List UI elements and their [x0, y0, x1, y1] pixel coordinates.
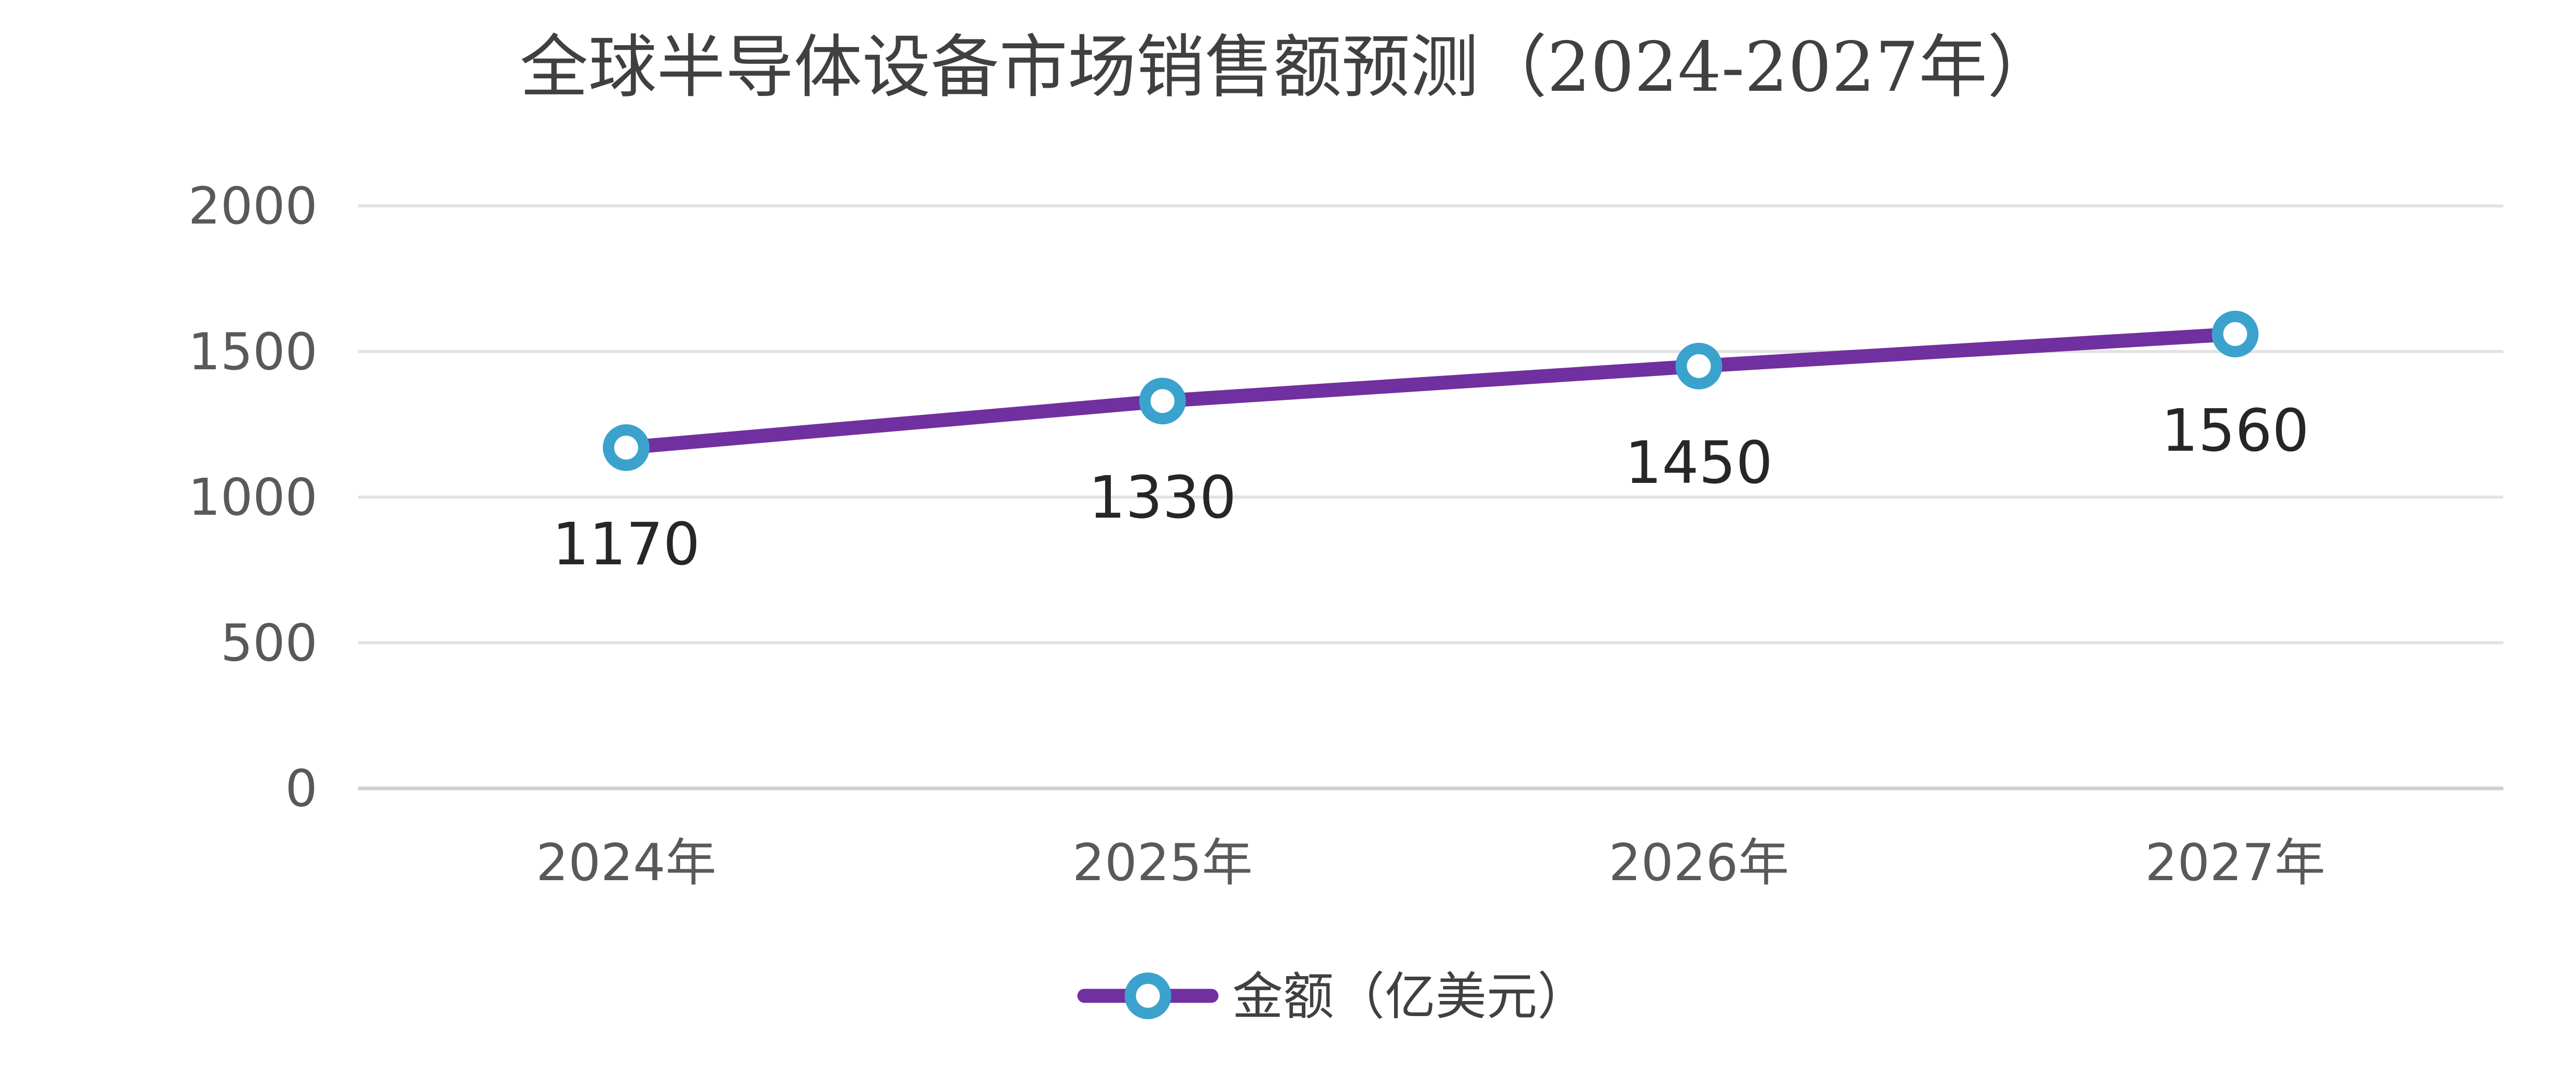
data-label: 1330: [1089, 464, 1236, 532]
data-point-marker: [2212, 311, 2259, 358]
series-line: [619, 327, 2242, 455]
chart-title: 全球半导体设备市场销售额预测（2024-2027年）: [520, 27, 2056, 107]
legend-marker-swatch: [1124, 972, 1172, 1019]
data-label: 1560: [2161, 397, 2309, 465]
data-label: 1450: [1625, 429, 1773, 497]
y-tick-label: 0: [285, 759, 318, 818]
gridlines: [358, 204, 2503, 790]
legend-label: 金额（亿美元）: [1232, 967, 1588, 1026]
data-point-marker: [602, 424, 650, 471]
x-tick-label: 2025年: [1072, 833, 1252, 893]
data-labels: 1170 1330 1450 1560: [552, 397, 2309, 578]
data-point-marker: [1675, 342, 1723, 390]
y-tick-label: 500: [221, 614, 318, 673]
data-point-marker: [1139, 378, 1186, 425]
series-layer: [602, 311, 2259, 471]
data-label: 1170: [552, 511, 700, 578]
y-tick-label: 1500: [188, 323, 318, 382]
x-tick-label: 2024年: [536, 833, 716, 893]
y-tick-label: 1000: [188, 468, 318, 527]
legend: 金额（亿美元）: [1077, 967, 1588, 1026]
y-axis-ticks: 0 500 1000 1500 2000: [188, 177, 318, 818]
x-tick-label: 2027年: [2145, 833, 2325, 893]
y-tick-label: 2000: [188, 177, 318, 236]
x-axis-ticks: 2024年 2025年 2026年 2027年: [536, 833, 2325, 893]
x-tick-label: 2026年: [1609, 833, 1789, 893]
